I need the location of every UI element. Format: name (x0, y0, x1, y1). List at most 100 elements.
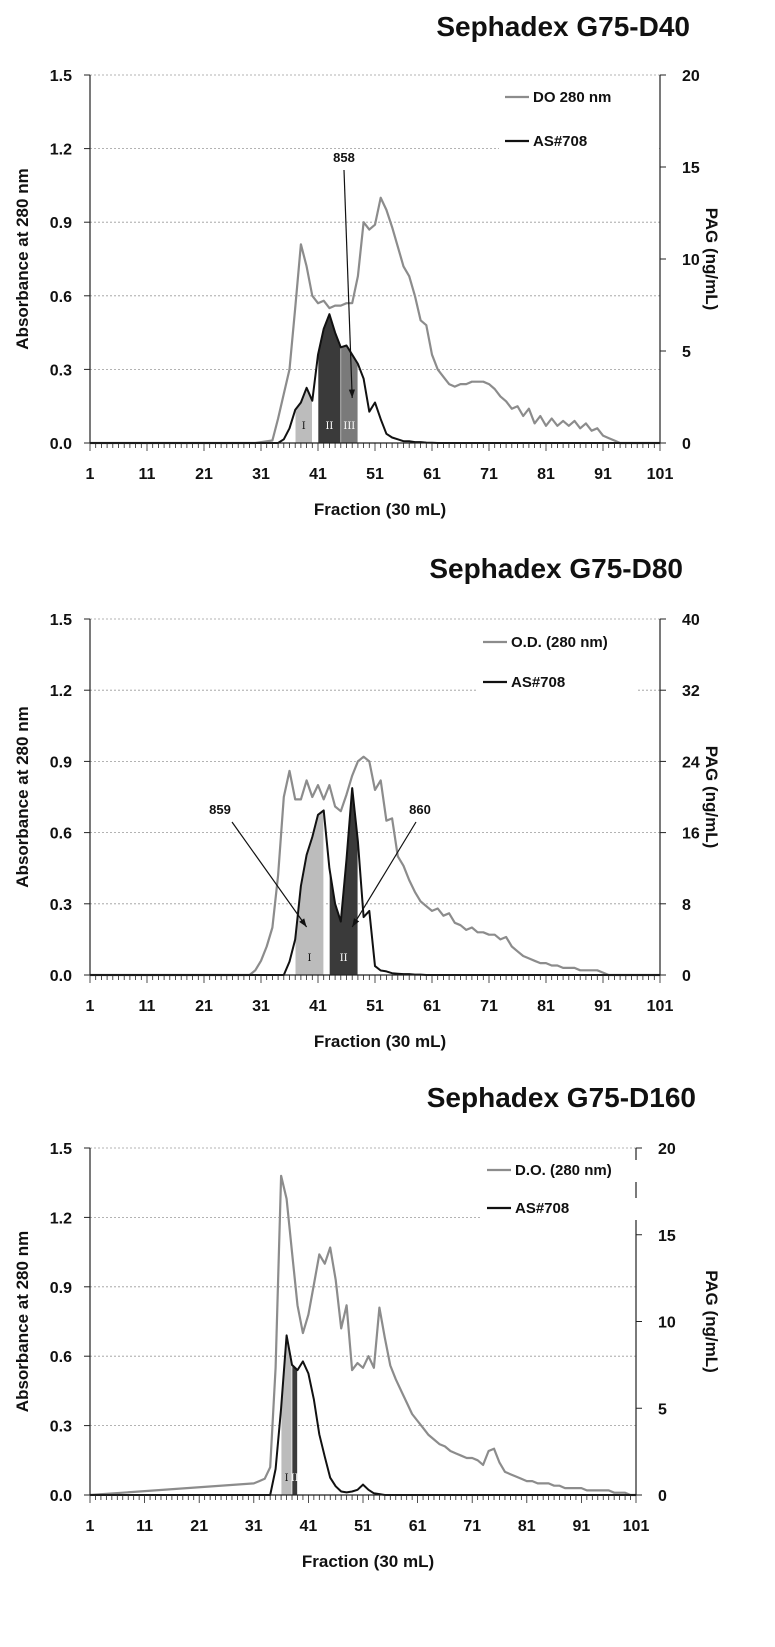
fraction-label: I (307, 953, 311, 964)
y2-tick-label: 5 (658, 1401, 667, 1418)
x-tick-label: 31 (252, 998, 270, 1015)
y-tick-label: 0.0 (50, 968, 72, 985)
y-tick-label: 0.9 (50, 1280, 72, 1297)
x-tick-label: 41 (309, 998, 327, 1015)
y2-axis-label: PAG (ng/mL) (702, 1270, 721, 1373)
annotation-arrow (343, 169, 353, 399)
x-tick-label: 21 (195, 998, 213, 1015)
y-tick-label: 1.2 (50, 142, 72, 159)
series-line-absorbance (90, 755, 660, 977)
x-tick-label: 91 (594, 998, 612, 1015)
y2-tick-label: 16 (682, 826, 700, 843)
x-tick-label: 1 (86, 1518, 95, 1535)
annotation-label: 859 (209, 802, 231, 817)
y-axis-label: Absorbance at 280 nm (13, 168, 32, 349)
chart-title: Sephadex G75-D160 (427, 1082, 696, 1113)
legend-backdrop (477, 672, 637, 694)
y2-axis-label: PAG (ng/mL) (702, 208, 721, 311)
x-tick-label: 11 (139, 998, 156, 1015)
x-tick-label: 101 (647, 998, 674, 1015)
y-tick-label: 1.5 (50, 68, 72, 85)
x-tick-label: 91 (573, 1518, 591, 1535)
fraction-label: II (340, 953, 348, 964)
x-tick-label: 11 (136, 1518, 153, 1535)
y-axis-label: Absorbance at 280 nm (13, 706, 32, 887)
y-tick-label: 0.3 (50, 1419, 72, 1436)
fraction-label: I (302, 421, 306, 432)
x-tick-label: 91 (594, 466, 612, 483)
annotation-arrowhead (352, 918, 360, 927)
legend-label: D.O. (280 nm) (515, 1162, 612, 1179)
y2-tick-label: 32 (682, 683, 700, 700)
y2-tick-label: 8 (682, 897, 691, 914)
annotation-arrowhead (299, 918, 307, 927)
x-tick-label: 61 (423, 998, 441, 1015)
legend-label: O.D. (280 nm) (511, 634, 608, 651)
x-tick-label: 81 (518, 1518, 536, 1535)
fraction-label: II (325, 421, 333, 432)
chart-panel-2: Sephadex G75-D80 0.0 0.3 0.6 0.9 1.2 1.5 0 8 16 24… (13, 553, 721, 1051)
x-tick-label: 21 (195, 466, 213, 483)
x-tick-label: 11 (139, 466, 156, 483)
series-line-absorbance (90, 196, 660, 445)
y-tick-label: 1.5 (50, 612, 72, 629)
y-tick-label: 1.2 (50, 683, 72, 700)
legend-backdrop (481, 1160, 641, 1182)
legend-backdrop (477, 632, 637, 654)
y-tick-label: 0.9 (50, 215, 72, 232)
y2-axis-label: PAG (ng/mL) (702, 746, 721, 849)
x-tick-label: 41 (300, 1518, 318, 1535)
legend-backdrop (499, 87, 659, 109)
y-tick-label: 0.6 (50, 826, 72, 843)
fraction-label: II (291, 1473, 299, 1484)
y-tick-label: 0.3 (50, 362, 72, 379)
series-line-absorbance (89, 1174, 636, 1497)
y2-tick-label: 20 (658, 1141, 676, 1158)
y2-tick-label: 15 (682, 160, 700, 177)
y-tick-label: 0.9 (50, 754, 72, 771)
x-axis-label: Fraction (30 mL) (314, 1032, 446, 1051)
x-tick-label: 51 (354, 1518, 372, 1535)
x-tick-label: 71 (463, 1518, 481, 1535)
y-tick-label: 0.6 (50, 289, 72, 306)
legend-backdrop (481, 1198, 641, 1220)
chart-title: Sephadex G75-D80 (429, 553, 683, 584)
y-axis-label: Absorbance at 280 nm (13, 1231, 32, 1412)
annotation-arrow (351, 821, 417, 928)
x-tick-label: 31 (252, 466, 270, 483)
y-tick-label: 0.0 (50, 1488, 72, 1505)
x-tick-label: 101 (623, 1518, 650, 1535)
x-tick-label: 81 (537, 466, 555, 483)
annotation-label: 860 (409, 802, 431, 817)
x-tick-label: 71 (480, 466, 498, 483)
annotation-arrowhead (348, 389, 355, 398)
x-tick-label: 41 (309, 466, 327, 483)
y-tick-label: 0.6 (50, 1349, 72, 1366)
y2-tick-label: 24 (682, 754, 700, 771)
fraction-label: I (285, 1473, 289, 1484)
annotation-label: 858 (333, 150, 355, 165)
y-tick-label: 0.0 (50, 436, 72, 453)
y2-tick-label: 0 (658, 1488, 667, 1505)
series-line-pag (90, 787, 660, 976)
x-tick-label: 51 (366, 998, 384, 1015)
x-tick-label: 51 (366, 466, 384, 483)
y-tick-label: 1.2 (50, 1210, 72, 1227)
x-tick-label: 101 (647, 466, 674, 483)
y2-tick-label: 0 (682, 968, 691, 985)
y2-tick-label: 20 (682, 68, 700, 85)
fraction-label: III (343, 421, 355, 432)
x-tick-label: 71 (480, 998, 498, 1015)
series-line-pag (90, 313, 660, 444)
x-tick-label: 1 (86, 466, 95, 483)
legend-label: AS#708 (511, 674, 565, 691)
annotation-arrow (231, 821, 308, 928)
x-axis-label: Fraction (30 mL) (314, 500, 446, 519)
chart-panel-1: Sephadex G75-D400.00.30.60.91.21.5051015… (13, 11, 721, 519)
legend-label: AS#708 (515, 1200, 569, 1217)
legend-backdrop (499, 131, 659, 153)
x-tick-label: 61 (423, 466, 441, 483)
x-tick-label: 61 (409, 1518, 427, 1535)
x-tick-label: 1 (86, 998, 95, 1015)
